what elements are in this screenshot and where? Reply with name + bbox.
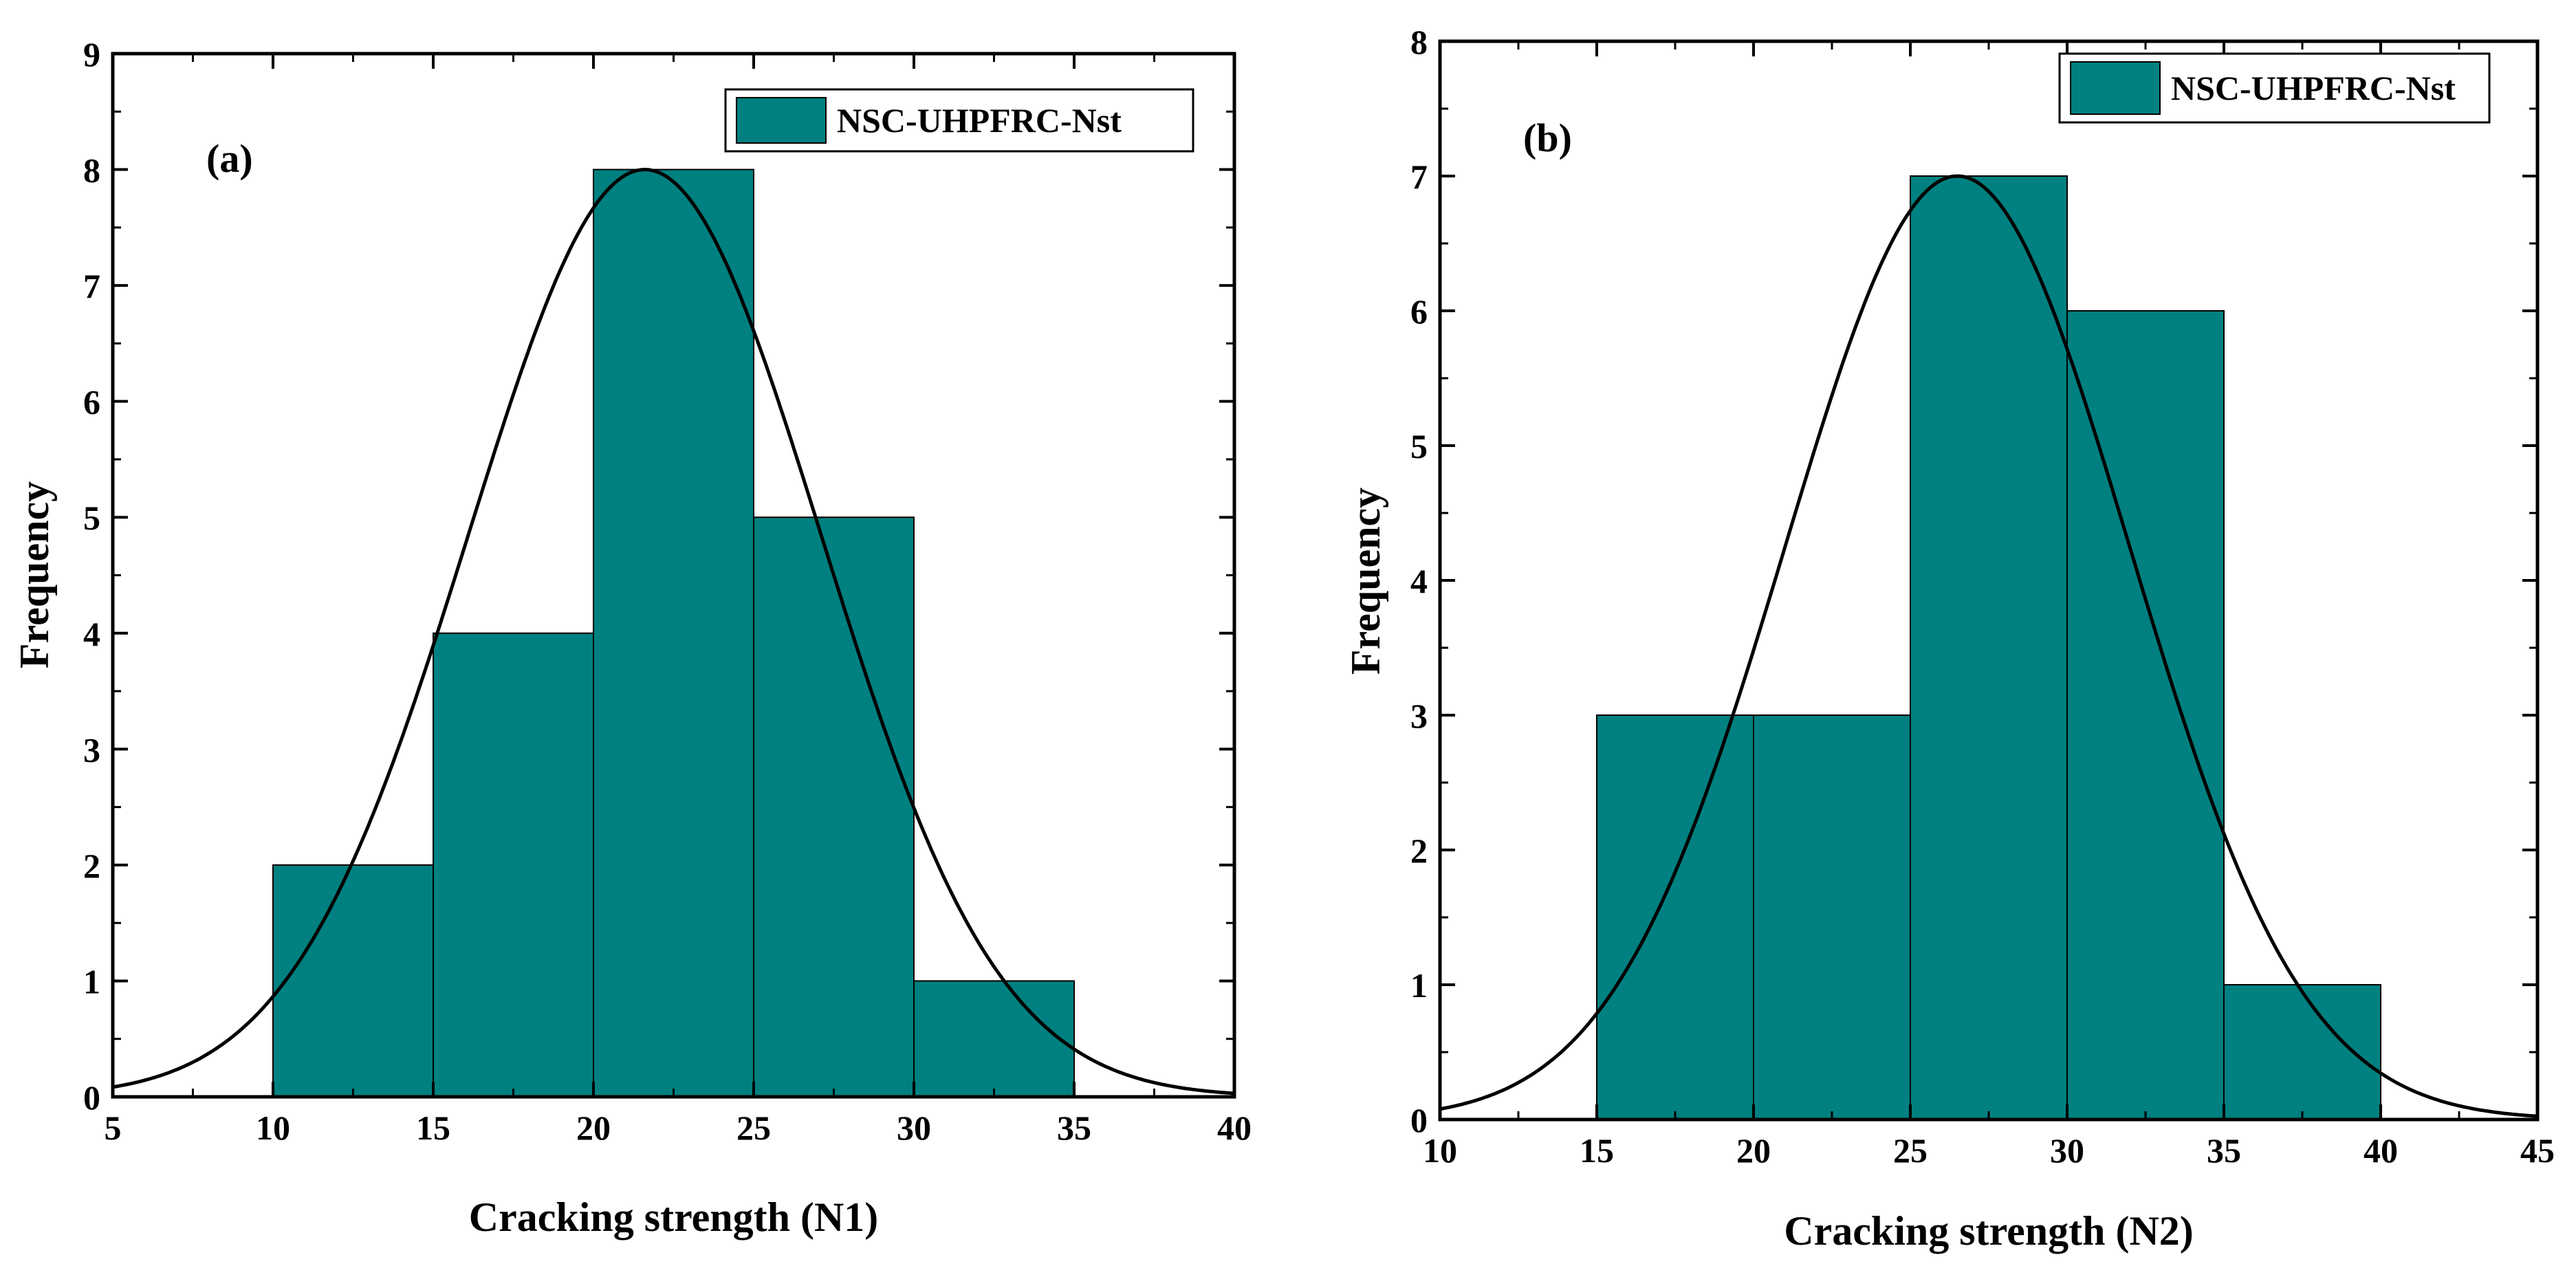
y-tick-label: 1 — [1410, 966, 1428, 1005]
histogram-bar — [1596, 714, 1754, 1120]
y-tick-label: 5 — [83, 499, 100, 537]
y-axis-title: Frequency — [1343, 488, 1388, 675]
y-tick-label: 7 — [1410, 157, 1428, 196]
legend-label: NSC-UHPFRC-Nst — [837, 101, 1122, 140]
x-tick-label: 15 — [1580, 1131, 1614, 1170]
histogram-bar — [593, 168, 754, 1098]
y-axis-title: Frequency — [12, 481, 57, 668]
histogram-bar — [2223, 984, 2381, 1120]
x-tick-label: 5 — [105, 1109, 122, 1147]
legend-label: NSC-UHPFRC-Nst — [2171, 69, 2456, 107]
panel-label: (a) — [206, 136, 253, 181]
x-tick-label: 15 — [416, 1109, 450, 1147]
histogram-bar — [1910, 175, 2068, 1120]
x-tick-label: 40 — [2364, 1131, 2398, 1170]
x-axis-title: Cracking strength (N1) — [469, 1194, 879, 1240]
y-tick-label: 4 — [83, 615, 100, 653]
histogram-bar — [433, 632, 594, 1098]
histogram-bar — [753, 516, 915, 1098]
histogram-bar — [272, 864, 434, 1098]
panel-label: (b) — [1523, 116, 1572, 160]
x-tick-label: 25 — [736, 1109, 771, 1147]
y-tick-label: 7 — [83, 267, 100, 305]
y-tick-label: 8 — [1410, 23, 1428, 61]
chart-panel: 5 10 15 20 25 30 35 40 0 1 2 3 4 5 6 7 8 9 Cracking streng… — [12, 35, 1252, 1240]
x-tick-label: 35 — [1057, 1109, 1091, 1147]
x-tick-label: 25 — [1893, 1131, 1928, 1170]
y-tick-label: 3 — [83, 730, 100, 769]
x-tick-label: 30 — [897, 1109, 931, 1147]
y-tick-label: 6 — [83, 383, 100, 422]
y-tick-label: 3 — [1410, 697, 1428, 735]
x-tick-label: 30 — [2050, 1131, 2084, 1170]
x-tick-label: 40 — [1217, 1109, 1252, 1147]
histogram-bar — [2066, 310, 2225, 1120]
x-tick-label: 10 — [1423, 1131, 1457, 1170]
y-tick-label: 1 — [83, 962, 100, 1001]
y-tick-label: 8 — [83, 151, 100, 190]
y-tick-label: 5 — [1410, 427, 1428, 466]
normal-distribution-curve — [112, 168, 1235, 1095]
y-tick-label: 2 — [1410, 831, 1428, 870]
normal-distribution-curve — [1439, 174, 2538, 1118]
legend: NSC-UHPFRC-Nst — [724, 88, 1194, 153]
legend: NSC-UHPFRC-Nst — [2058, 52, 2491, 124]
y-tick-label: 6 — [1410, 292, 1428, 331]
x-axis-title: Cracking strength (N2) — [1784, 1208, 2194, 1254]
y-tick-label: 9 — [83, 35, 100, 74]
x-tick-label: 10 — [256, 1109, 290, 1147]
legend-swatch — [2070, 61, 2161, 115]
x-tick-label: 20 — [576, 1109, 611, 1147]
y-tick-label: 0 — [1410, 1101, 1428, 1139]
legend-swatch — [736, 97, 827, 144]
histogram-bar — [1753, 714, 1911, 1120]
y-tick-label: 2 — [83, 847, 100, 885]
x-tick-label: 20 — [1736, 1131, 1771, 1170]
y-tick-label: 4 — [1410, 562, 1428, 600]
x-tick-label: 35 — [2207, 1131, 2241, 1170]
histogram-bar — [913, 980, 1075, 1098]
y-tick-label: 0 — [83, 1078, 100, 1117]
x-tick-label: 45 — [2520, 1131, 2555, 1170]
